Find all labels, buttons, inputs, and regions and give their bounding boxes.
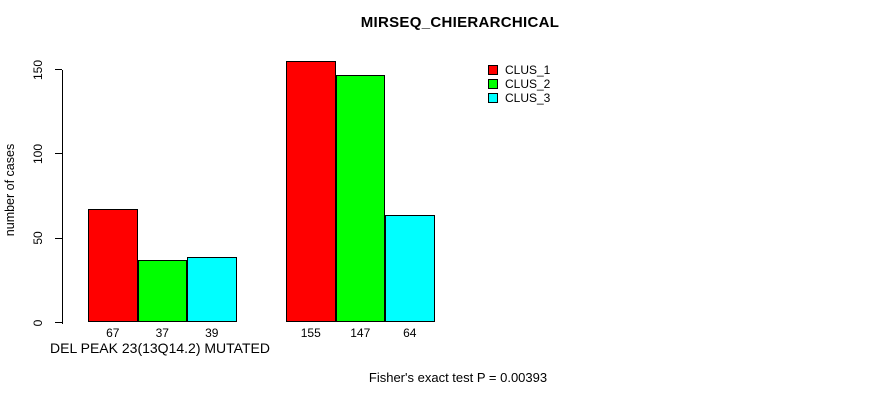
bar-clus_3-group2	[385, 214, 435, 323]
bar-clus_1-group2	[286, 61, 336, 323]
bar-value-clus_1-group1: 67	[106, 326, 120, 340]
y-axis-line	[62, 69, 63, 324]
legend-swatch-clus-1-icon	[488, 65, 498, 75]
bar-value-clus_2-group2: 147	[350, 326, 371, 340]
bar-clus_1-group1	[88, 209, 138, 323]
legend-label-clus-1: CLUS_1	[505, 63, 551, 77]
legend-label-clus-2: CLUS_2	[505, 77, 551, 91]
legend-item-clus-1: CLUS_1	[488, 64, 550, 76]
bar-clus_3-group1	[187, 256, 237, 323]
y-axis-tick-label: 0	[31, 319, 45, 326]
bar-value-clus_2-group1: 37	[155, 326, 169, 340]
legend-item-clus-2: CLUS_2	[488, 78, 550, 90]
x-axis-label: DEL PEAK 23(13Q14.2) MUTATED	[50, 340, 270, 356]
legend-swatch-clus-2-icon	[488, 79, 498, 89]
bar-value-clus_1-group2: 155	[300, 326, 321, 340]
y-axis-tick-mark	[55, 237, 62, 239]
legend: CLUS_1 CLUS_2 CLUS_3	[488, 64, 550, 104]
legend-label-clus-3: CLUS_3	[505, 91, 551, 105]
y-axis-tick-mark	[55, 69, 62, 70]
bar-clus_2-group1	[137, 260, 187, 323]
y-axis-label: number of cases	[3, 143, 17, 237]
y-axis-tick-label: 150	[31, 59, 45, 80]
y-axis-tick-mark	[55, 153, 62, 155]
legend-item-clus-3: CLUS_3	[488, 92, 550, 104]
y-axis-tick-label: 50	[31, 231, 45, 245]
bar-clus_2-group2	[335, 74, 385, 323]
chart-title: MIRSEQ_CHIERARCHICAL	[360, 14, 560, 31]
bar-value-clus_3-group1: 39	[205, 326, 219, 340]
fisher-test-note: Fisher's exact test P = 0.00393	[368, 370, 548, 385]
y-axis-tick-mark	[55, 322, 62, 323]
y-axis-tick-label: 100	[31, 143, 45, 164]
legend-swatch-clus-3-icon	[488, 93, 498, 103]
bar-value-clus_3-group2: 64	[403, 326, 417, 340]
